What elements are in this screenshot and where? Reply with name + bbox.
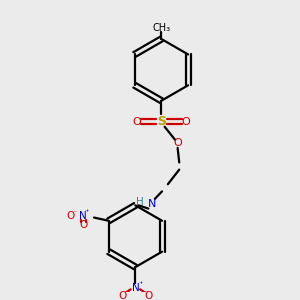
Text: O: O xyxy=(182,117,190,127)
Text: N: N xyxy=(79,211,86,221)
Text: ⁻: ⁻ xyxy=(125,288,129,297)
Text: O: O xyxy=(173,138,182,148)
Text: ⁻: ⁻ xyxy=(143,288,147,297)
Text: O: O xyxy=(118,291,127,300)
Text: ⁺: ⁺ xyxy=(138,280,142,290)
Text: ⁻: ⁻ xyxy=(72,208,77,217)
Text: O: O xyxy=(79,220,87,230)
Text: H: H xyxy=(136,197,144,207)
Text: O: O xyxy=(144,291,152,300)
Text: N: N xyxy=(131,283,139,293)
Text: O: O xyxy=(66,211,74,221)
Text: CH₃: CH₃ xyxy=(152,22,170,33)
Text: O: O xyxy=(133,117,141,127)
Text: N: N xyxy=(147,199,156,209)
Text: S: S xyxy=(157,115,166,128)
Text: ⁺: ⁺ xyxy=(85,208,89,217)
